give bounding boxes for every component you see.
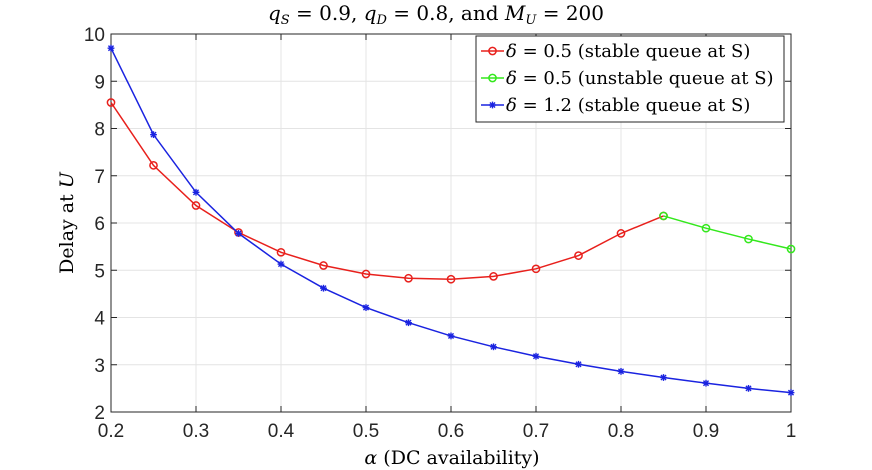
data-point: [106, 98, 116, 107]
data-point: [447, 332, 455, 340]
data-point: [149, 161, 158, 170]
y-tick-label: 6: [94, 214, 105, 235]
title-part-f: = 200: [536, 1, 604, 25]
data-point: [361, 269, 371, 279]
title-part-d: = 0.8, and: [387, 1, 505, 25]
data-point: [446, 274, 456, 284]
y-axis-symbol: U: [56, 171, 78, 188]
data-point: [107, 44, 115, 52]
title-q2-sub: D: [376, 13, 388, 28]
x-tick-label: 1: [786, 421, 797, 442]
data-point: [191, 201, 201, 210]
data-point: [575, 360, 582, 368]
y-tick-label: 8: [94, 120, 105, 141]
x-axis-symbol: α: [364, 447, 377, 469]
data-point: [660, 374, 667, 381]
data-point: [490, 343, 497, 351]
x-tick-label: 0.7: [523, 421, 549, 442]
series-1: [659, 211, 796, 254]
legend-item-2: δ = 1.2 (stable queue at S): [481, 95, 750, 116]
legend: δ = 0.5 (stable queue at S) δ = 0.5 (unst…: [475, 35, 785, 123]
y-tick-label: 2: [94, 403, 105, 424]
title-m-sub: U: [525, 13, 537, 28]
tick-labels: 0.2 0.3 0.4 0.5 0.6 0.7 0.8 0.9 1 2 3 4 5 6 7 8 9 10: [84, 25, 796, 442]
data-point: [404, 273, 413, 283]
legend-marker: [488, 46, 497, 56]
y-tick-label: 3: [94, 356, 105, 377]
y-tick-label: 5: [94, 261, 105, 282]
data-point: [276, 247, 286, 257]
data-point: [616, 229, 626, 238]
title-m: M: [504, 1, 526, 25]
y-axis-label: Delay at U: [56, 171, 78, 274]
x-tick-label: 0.5: [353, 421, 379, 442]
data-point: [701, 223, 711, 233]
data-point: [320, 284, 327, 292]
data-point: [362, 304, 370, 311]
y-tick-label: 9: [94, 72, 105, 93]
x-tick-label: 0.4: [268, 421, 295, 442]
data-point: [489, 272, 498, 281]
x-tick-label: 0.9: [693, 421, 719, 442]
legend-item-0: δ = 0.5 (stable queue at S): [481, 41, 750, 62]
series-group: [106, 44, 796, 397]
x-tick-label: 0.8: [608, 421, 634, 442]
y-tick-label: 7: [94, 167, 105, 188]
data-point: [235, 229, 242, 237]
y-axis-text: Delay at: [56, 188, 78, 274]
legend-label: δ = 0.5 (unstable queue at S): [506, 68, 774, 89]
title-q1-sub: S: [281, 13, 290, 28]
data-point: [617, 367, 625, 375]
data-point: [532, 352, 540, 360]
series-line-0: [110, 102, 664, 280]
data-point: [702, 379, 710, 387]
x-tick-label: 0.3: [183, 421, 209, 442]
data-point: [745, 384, 752, 392]
legend-box: [475, 35, 785, 123]
x-axis-label: α (DC availability): [364, 447, 539, 469]
data-point: [319, 261, 328, 270]
legend-label: δ = 1.2 (stable queue at S): [506, 95, 750, 116]
y-tick-label: 4: [94, 309, 105, 330]
legend-marker: [489, 101, 496, 109]
x-axis-text: (DC availability): [377, 447, 539, 469]
data-point: [192, 188, 200, 196]
data-point: [531, 264, 541, 274]
series-2: [107, 44, 795, 397]
data-point: [574, 251, 583, 260]
data-point: [659, 211, 668, 221]
x-tick-label: 0.6: [438, 421, 464, 442]
y-tick-label: 10: [84, 25, 105, 46]
data-point: [744, 234, 753, 244]
series-line-1: [663, 215, 792, 250]
title-q1: q: [268, 1, 281, 25]
title-part-b: = 0.9,: [290, 1, 364, 25]
data-point: [150, 131, 157, 139]
data-point: [405, 319, 412, 327]
data-point: [786, 244, 796, 254]
data-point: [277, 260, 285, 268]
data-point: [787, 389, 795, 397]
chart-title: qS = 0.9, qD = 0.8, and MU = 200: [268, 1, 604, 28]
title-q2: q: [364, 1, 377, 25]
legend-marker: [488, 73, 497, 83]
legend-item-1: δ = 0.5 (unstable queue at S): [481, 68, 774, 89]
x-tick-label: 0.2: [98, 421, 124, 442]
legend-label: δ = 0.5 (stable queue at S): [506, 41, 750, 62]
